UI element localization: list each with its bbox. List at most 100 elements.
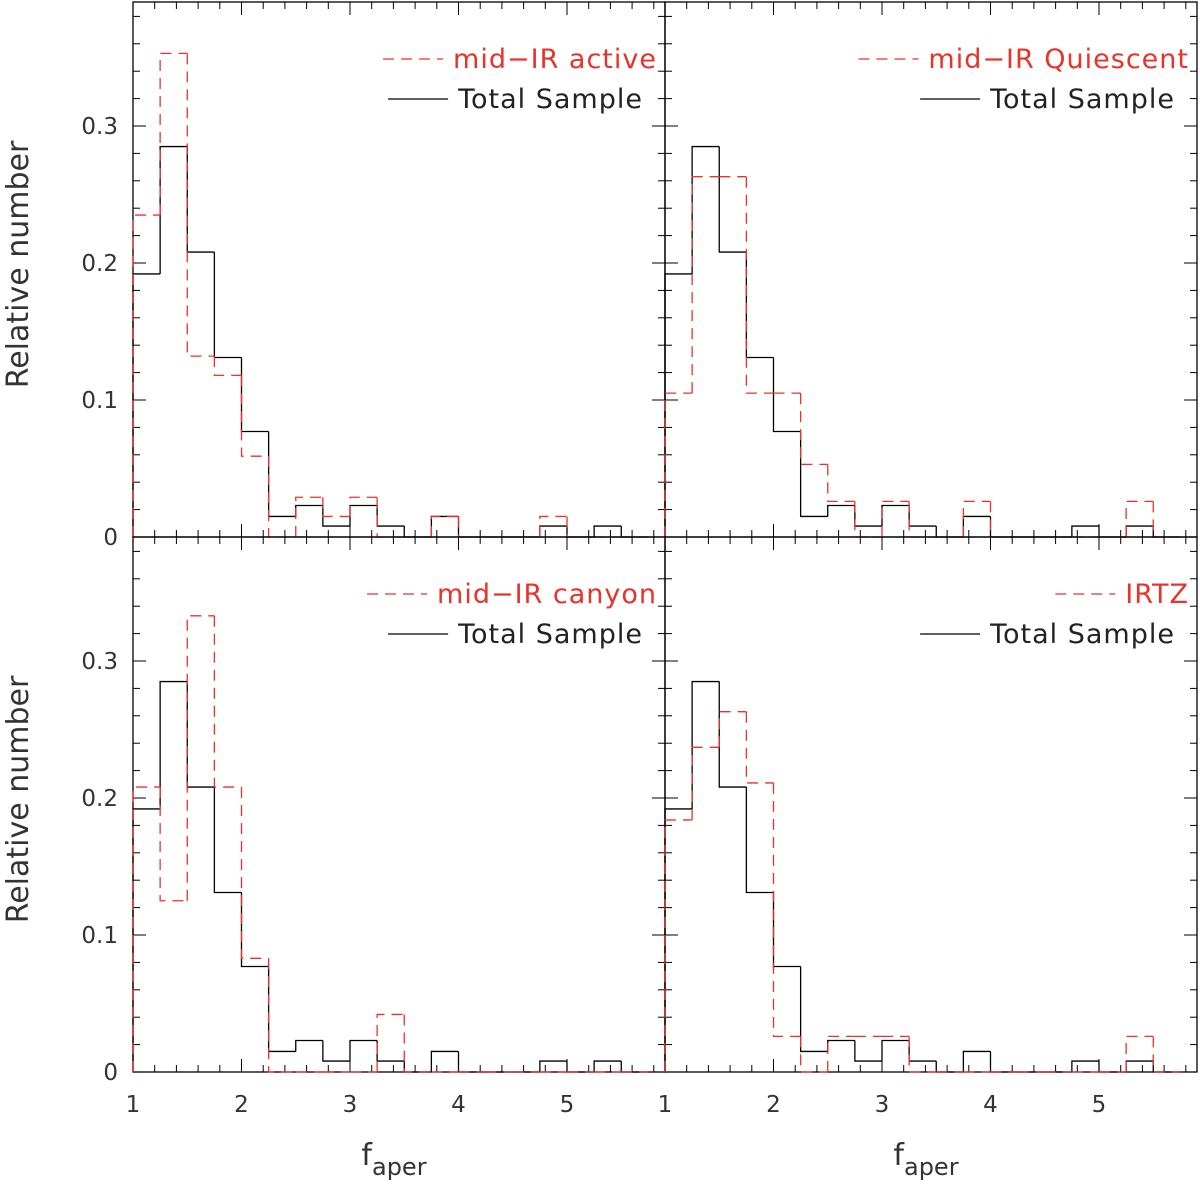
panel-0-total-hist-bin-11	[430, 515, 459, 537]
panel-3-total-hist-bin-17	[1125, 1060, 1154, 1072]
panel-0-subset-hist	[132, 52, 649, 538]
panel-0-total-hist-bin-8	[349, 504, 378, 527]
panel-1-total-hist-bin-10	[935, 526, 964, 538]
panel-0: mid−IR active Total Sample 0 0.1 0.2 0.3	[81, 1, 666, 551]
panel-1-subset-hist-bin-5	[799, 393, 828, 466]
panel-0-total-hist-bin-4	[240, 357, 269, 433]
panel-2-total-hist-bin-9	[376, 1040, 405, 1062]
panel-3-subset-hist-bin-17	[1125, 1035, 1154, 1072]
panel-3-total-hist-bin-15	[1071, 1060, 1099, 1072]
panel-frame-0	[132, 1, 666, 538]
panel-1-total-hist-bin-9	[908, 505, 937, 527]
panel-2-subset-hist-bin-10	[403, 1014, 432, 1073]
panel-3-total-hist-bin-2	[718, 681, 747, 788]
panel-0-total-hist-bin-5	[267, 431, 296, 518]
panel-3-total-hist-bin-16	[1098, 1061, 1127, 1073]
panel-3-subset-hist	[664, 711, 1181, 1073]
panel-2: mid−IR canyon Total Sample 0 0.1 0.2 0.3 1 2 3 4 5	[81, 536, 666, 1118]
x-tick-label-col0-4: 5	[560, 1092, 575, 1118]
panel-3-subset-hist-bin-6	[827, 1035, 855, 1072]
x-tick-label-col0-0: 1	[126, 1092, 141, 1118]
panel-0-total-hist-bin-12	[457, 516, 486, 538]
panel-frame-1	[664, 1, 1198, 538]
panel-2-subset-hist-bin-5	[267, 958, 296, 1073]
panel-legend-3: IRTZ Total Sample	[920, 579, 1189, 650]
panel-0-total-hist-bin-0	[132, 273, 161, 537]
panel-1-total-hist-bin-16	[1098, 526, 1127, 538]
panel-1-subset-hist-bin-7	[854, 501, 882, 538]
panel-3-total-hist-bin-3	[745, 787, 774, 894]
y-tick-label-row0-2: 0.2	[81, 251, 118, 277]
panel-3-subset-hist-bin-4	[772, 782, 801, 1038]
legend-subset-label-3: IRTZ	[1125, 579, 1189, 610]
panel-legend-0: mid−IR active Total Sample	[383, 44, 657, 115]
legend-total-label-0: Total Sample	[457, 84, 643, 115]
panel-3-total-hist-bin-7	[854, 1040, 882, 1062]
panel-2-total-hist-bin-10	[403, 1061, 432, 1073]
panel-3-subset-hist-bin-3	[745, 711, 774, 784]
panel-0-subset-hist-bin-3	[213, 356, 242, 376]
legend-total-label-2: Total Sample	[457, 619, 643, 650]
panel-1-total-hist-bin-18	[1152, 526, 1181, 538]
x-tick-label-col0-1: 2	[234, 1092, 249, 1118]
panel-legend-2: mid−IR canyon Total Sample	[367, 579, 657, 650]
panel-3-total-hist-bin-5	[799, 966, 828, 1053]
panel-frame-2	[132, 536, 666, 1073]
panel-3: IRTZ Total Sample 1 2 3 4 5	[658, 536, 1198, 1118]
panel-2-total-hist-bin-17	[593, 1060, 622, 1072]
panel-0-subset-hist-bin-15	[539, 515, 567, 537]
panel-ticks-2	[132, 537, 665, 1073]
panel-3-subset-hist-bin-9	[908, 1036, 937, 1073]
y-tick-label-row0-1: 0.1	[81, 388, 118, 414]
panel-2-total-hist-bin-4	[240, 892, 269, 968]
panel-0-total-hist-bin-7	[322, 505, 350, 527]
panel-1-total-hist-bin-1	[691, 145, 720, 274]
panel-2-total-hist-bin-7	[322, 1040, 350, 1062]
panel-1-total-hist-bin-15	[1071, 525, 1099, 537]
x-tick-label-col1-3: 4	[983, 1092, 998, 1118]
panel-ticks-0	[132, 2, 665, 538]
panel-2-total-hist-bin-2	[186, 681, 215, 788]
panel-2-total-hist-bin-15	[539, 1060, 567, 1072]
panel-1-total-hist-bin-6	[827, 504, 855, 517]
panel-2-subset-hist-bin-9	[376, 1013, 405, 1072]
panel-3-total-hist-bin-12	[989, 1051, 1018, 1073]
x-tick-label-col0-2: 3	[343, 1092, 358, 1118]
panel-3-subset-hist-bin-18	[1152, 1036, 1181, 1073]
legend-subset-label-0: mid−IR active	[453, 44, 657, 75]
panel-1-total-hist	[664, 145, 1181, 538]
panel-2-subset-hist-bin-4	[240, 787, 269, 959]
panel-0-subset-hist-bin-7	[322, 497, 350, 518]
legend-subset-label-2: mid−IR canyon	[437, 579, 657, 610]
panel-2-subset-hist-bin-1	[159, 787, 188, 902]
panel-0-total-hist-bin-15	[539, 525, 567, 537]
x-tick-label-col1-0: 1	[658, 1092, 673, 1118]
panel-2-total-hist-bin-0	[132, 808, 161, 1072]
panel-0-total-hist-bin-10	[403, 526, 432, 538]
panel-3-total-hist-bin-9	[908, 1040, 937, 1062]
panel-0-total-hist-bin-6	[295, 504, 323, 517]
panel-0-subset-hist-bin-11	[430, 515, 459, 537]
panel-2-total-hist-bin-16	[566, 1061, 595, 1073]
panel-1-total-hist-bin-0	[664, 273, 693, 537]
panel-1-subset-hist	[664, 176, 1181, 538]
panel-3-total-hist-bin-8	[881, 1039, 910, 1062]
panel-3-subset-hist-bin-0	[664, 819, 693, 1072]
panel-3-subset-hist-bin-2	[718, 711, 747, 748]
panel-1-subset-hist-bin-0	[664, 392, 693, 537]
panel-3-total-hist-bin-11	[962, 1050, 991, 1072]
panel-2-total-hist-bin-3	[213, 787, 242, 894]
panel-2-subset-hist	[132, 615, 649, 1073]
panel-ticks-1	[664, 2, 1197, 538]
y-tick-label-row1-1: 0.1	[81, 923, 118, 949]
panel-3-total-hist	[664, 680, 1181, 1073]
panel-0-total-hist-bin-16	[566, 526, 595, 538]
panel-1-total-hist-bin-5	[799, 431, 828, 518]
panel-1-subset-hist-bin-9	[908, 501, 937, 538]
panel-1-subset-hist-bin-6	[827, 464, 855, 503]
panel-2-total-hist-bin-11	[430, 1050, 459, 1072]
panel-1-subset-hist-bin-11	[962, 500, 991, 537]
x-axis-label-col-0: faper	[361, 1138, 426, 1181]
panel-0-subset-hist-bin-12	[457, 516, 486, 538]
panel-3-total-hist-bin-4	[772, 892, 801, 968]
